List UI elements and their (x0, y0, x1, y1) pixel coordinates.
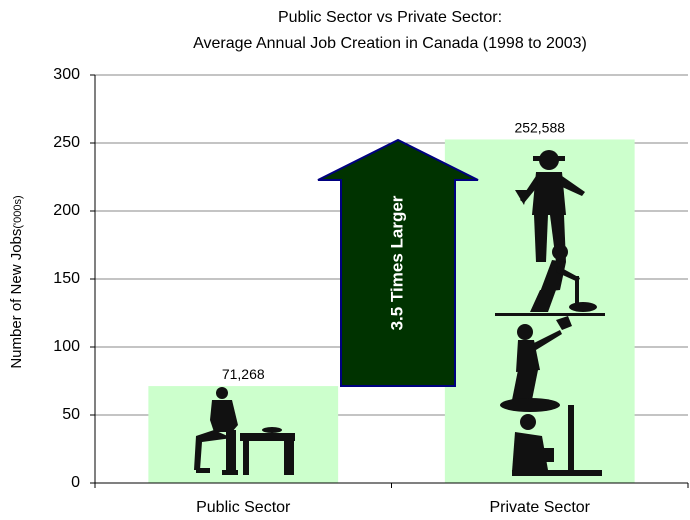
x-tick-label: Private Sector (490, 499, 591, 516)
annotation: 3.5 Times Larger (387, 195, 406, 330)
y-tick-label: 300 (53, 66, 80, 83)
y-label-unit: ('000s) (12, 195, 24, 228)
y-tick-label: 250 (53, 134, 80, 151)
y-tick-label: 150 (53, 270, 80, 287)
arrow (317, 138, 479, 387)
chart-title: Public Sector vs Private Sector: (278, 9, 502, 26)
y-tick-label: 0 (71, 474, 80, 491)
value-label: 71,268 (222, 366, 265, 382)
value-label: 252,588 (514, 119, 565, 135)
clipart (194, 150, 605, 476)
x-tick-label: Public Sector (196, 499, 291, 516)
y-axis-label: Number of New Jobs('000s) (8, 195, 25, 368)
y-tick-label: 200 (53, 202, 80, 219)
chart-subtitle: Average Annual Job Creation in Canada (1… (193, 35, 587, 52)
y-tick-label: 100 (53, 338, 80, 355)
y-label: Number of New Jobs (8, 229, 25, 369)
y-tick-label: 50 (62, 406, 80, 423)
